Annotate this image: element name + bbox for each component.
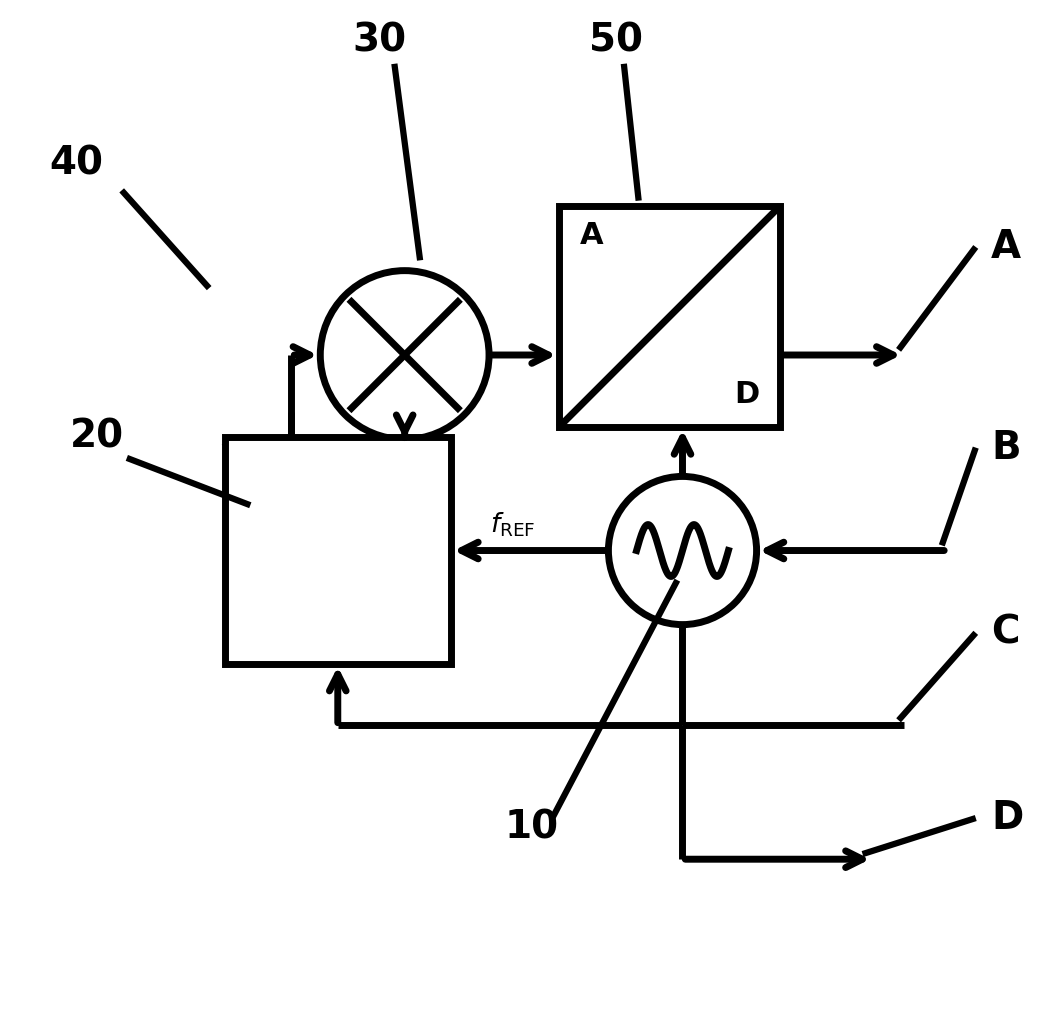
- Text: C: C: [992, 614, 1020, 651]
- Text: B: B: [992, 429, 1021, 466]
- Circle shape: [609, 476, 756, 625]
- Text: 40: 40: [49, 145, 104, 183]
- Text: D: D: [992, 800, 1023, 837]
- Text: A: A: [992, 228, 1021, 265]
- Bar: [559, 206, 780, 427]
- Text: 10: 10: [504, 809, 559, 847]
- Text: D: D: [734, 380, 759, 409]
- Text: A: A: [579, 221, 604, 250]
- Text: 30: 30: [351, 22, 406, 60]
- Bar: [225, 437, 451, 664]
- Text: 20: 20: [70, 418, 124, 456]
- Text: $f_{\mathrm{REF}}$: $f_{\mathrm{REF}}$: [491, 510, 536, 539]
- Text: 50: 50: [589, 22, 642, 60]
- Circle shape: [320, 271, 490, 439]
